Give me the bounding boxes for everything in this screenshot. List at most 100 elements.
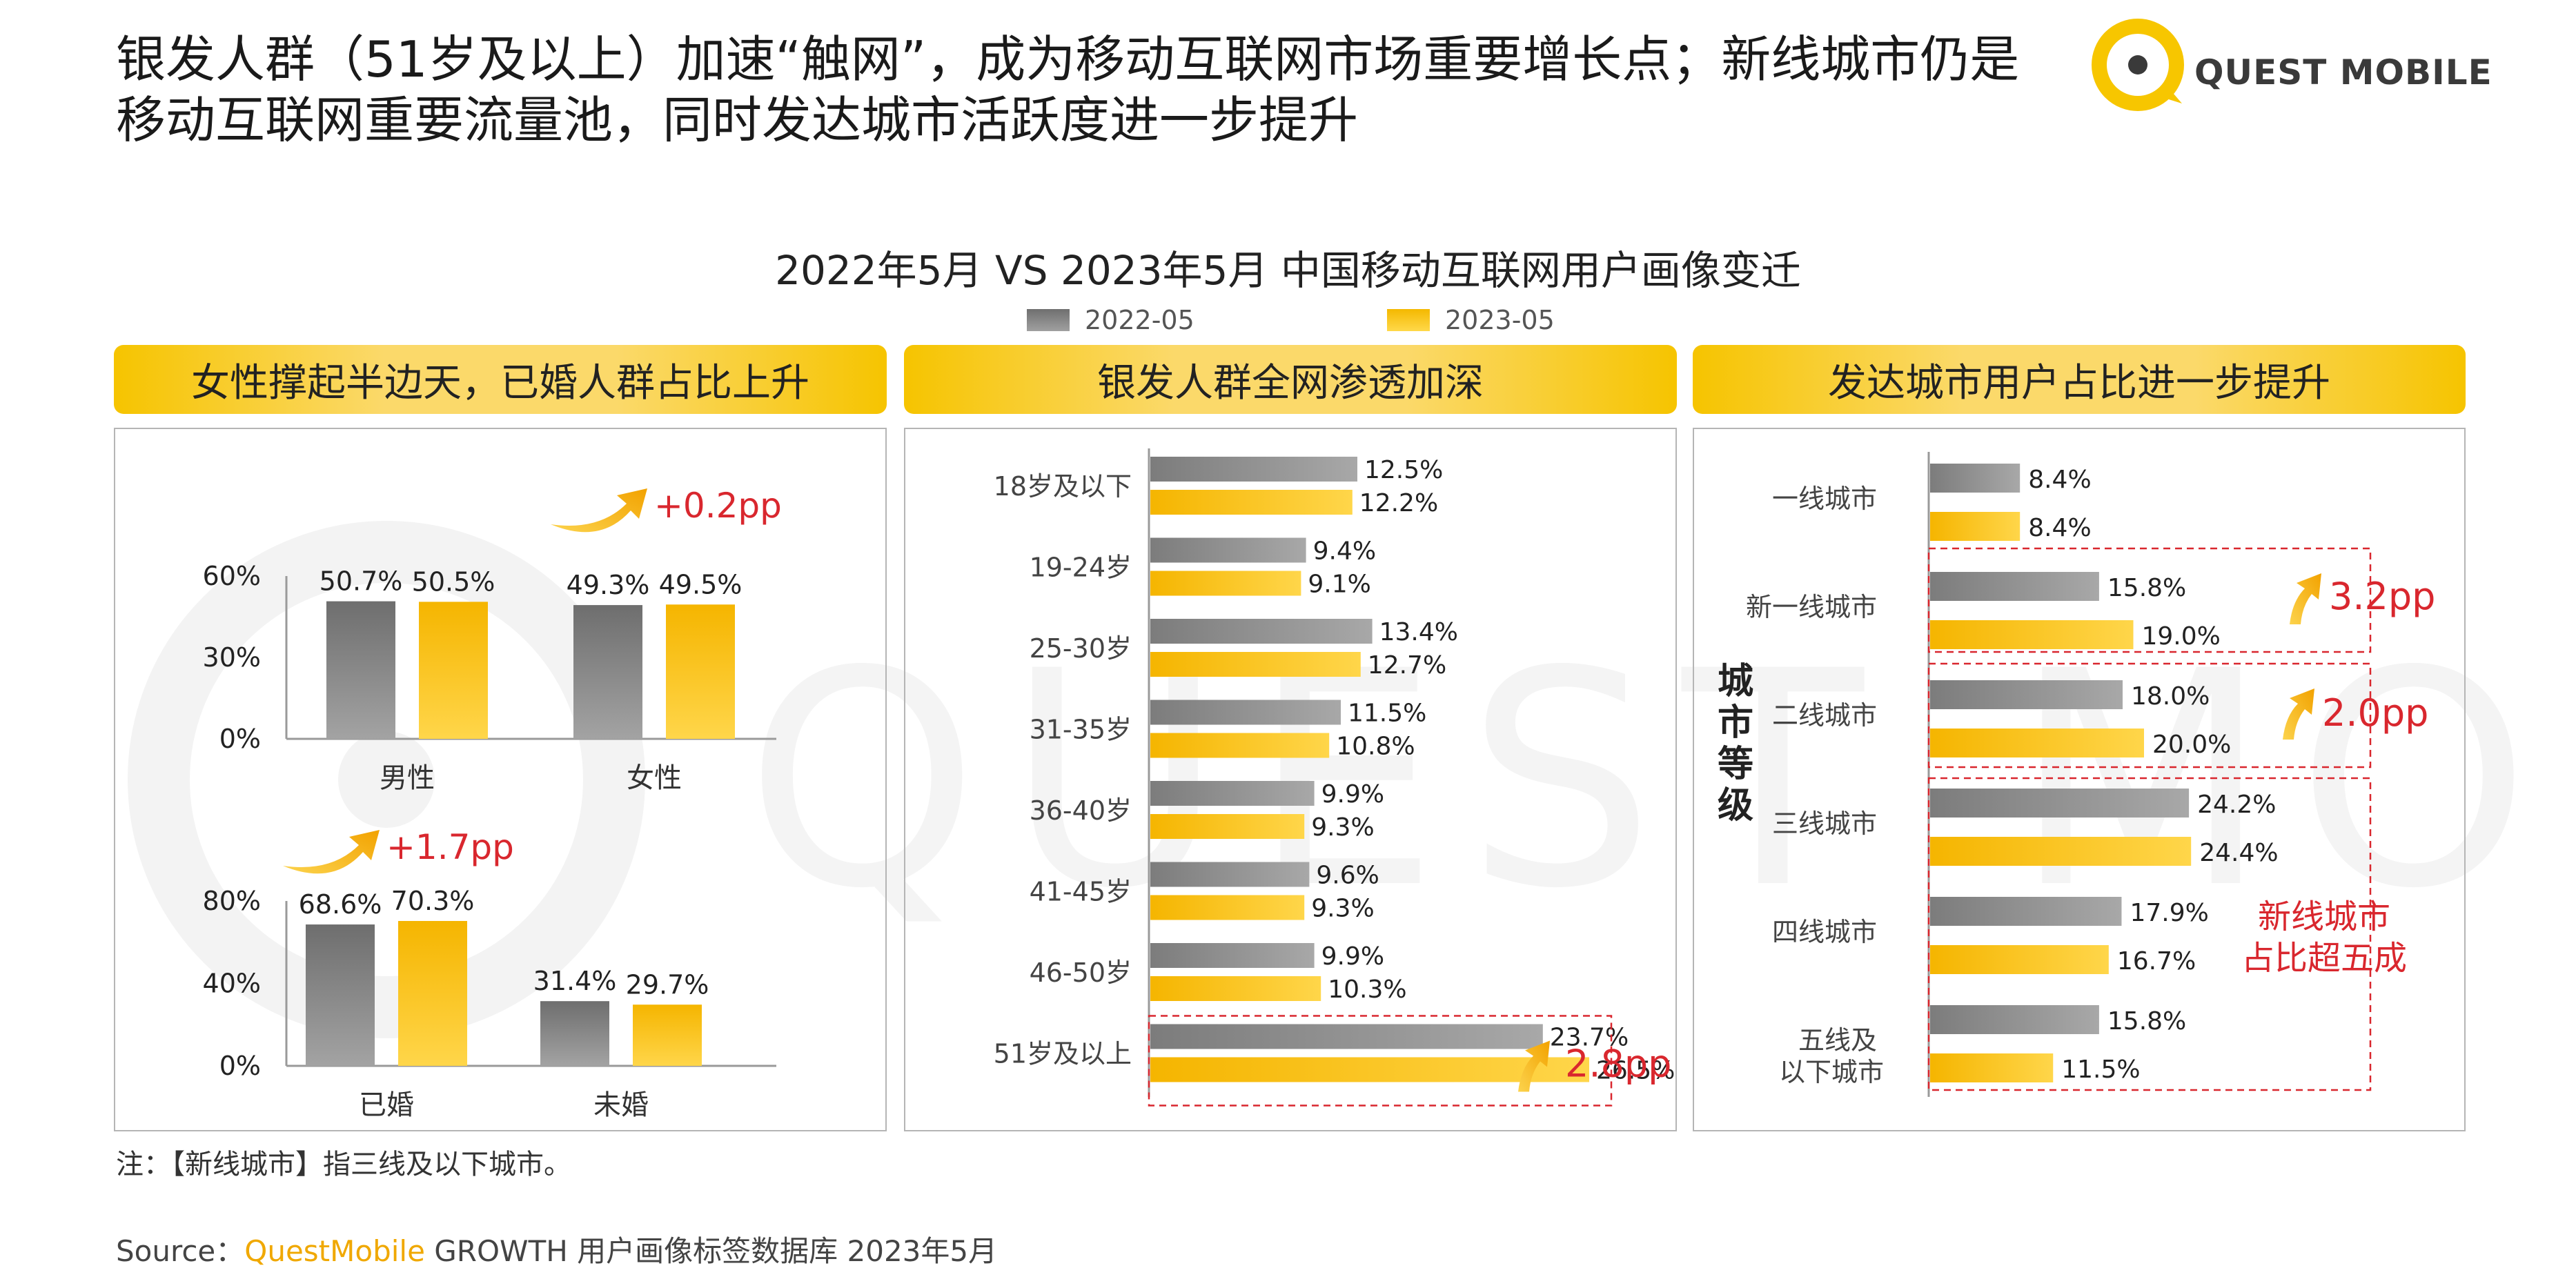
gender-chart-1-bar-2022-1 [573,605,642,739]
watermark-text: QUEST MOBILE [745,608,2576,953]
city-value-label: 24.2% [2197,791,2276,819]
city-annotation: 3.2pp [2329,575,2435,618]
city-value-label: 18.0% [2131,682,2210,711]
age-category-label: 36-40岁 [1030,795,1132,826]
age-value-label: 9.9% [1321,780,1384,809]
city-up-arrow-icon [2283,688,2314,740]
footnote: 注：【新线城市】指三线及以下城市。 [116,1149,571,1180]
city-bar-2022-5 [1930,1005,2099,1034]
age-category-label: 19-24岁 [1030,553,1132,583]
city-value-label: 15.8% [2107,1007,2186,1036]
source-line: Source：QuestMobile GROWTH 用户画像标签数据库 2023… [116,1228,997,1270]
age-bar-2023-3 [1150,733,1330,758]
age-category-label: 46-50岁 [1030,958,1132,988]
age-value-label: 12.7% [1368,651,1446,680]
city-value-label: 24.4% [2199,839,2278,867]
city-value-label: 19.0% [2142,622,2221,651]
panel-header-age: 银发人群全网渗透加深 [904,345,1677,414]
age-bar-2022-4 [1150,781,1315,806]
legend-swatch-2023 [1387,309,1430,331]
city-value-label: 15.8% [2107,574,2186,602]
gender-chart-1-category-label: 男性 [380,762,435,794]
city-axis-title-char: 等 [1718,744,1753,785]
gender-chart-2-bar-2022-0 [306,924,375,1066]
logo-wordmark: QUEST MOBILE [2194,52,2493,92]
city-callout-line1: 新线城市 [2258,898,2390,936]
city-category-label: 新一线城市 [1746,592,1877,622]
age-value-label: 9.3% [1311,813,1374,842]
source-prefix: Source： [116,1234,245,1268]
chart-title: 2022年5月 VS 2023年5月 中国移动互联网用户画像变迁 [775,247,1801,294]
city-highlight-box-tier2 [1927,662,2372,769]
panel-header-city: 发达城市用户占比进一步提升 [1693,345,2466,414]
age-annotation: 2.8pp [1565,1042,1671,1086]
gender-chart-1-value-label: 49.5% [659,569,743,600]
age-value-label: 13.4% [1379,618,1458,646]
page-headline: 银发人群（51岁及以上）加速“触网”，成为移动互联网市场重要增长点；新线城市仍是… [116,30,2020,149]
age-bar-2023-2 [1150,652,1361,677]
gender-chart-2-up-arrow-icon [283,830,380,874]
age-bar-2022-0 [1150,457,1357,482]
age-value-label: 9.3% [1311,895,1374,923]
age-up-arrow-icon [1518,1040,1550,1092]
gender-chart-1-up-arrow-icon [551,488,647,533]
gender-chart-1-annotation: +0.2pp [654,486,782,526]
gender-chart-1-value-label: 50.7% [319,566,403,597]
city-bar-2023-4 [1930,945,2109,974]
gender-chart-1-value-label: 49.3% [567,570,650,600]
city-highlight-box-newtier [1927,777,2372,1091]
city-value-label: 8.4% [2028,514,2091,542]
age-value-label: 9.4% [1313,537,1376,566]
city-callout-line2: 占比超五成 [2241,939,2407,978]
age-value-label: 11.5% [1348,700,1426,728]
gender-chart-2-y-tick: 40% [203,969,261,999]
gender-chart-1-bar-2023-0 [419,602,488,739]
age-bar-2023-0 [1150,490,1353,515]
city-category-label: 五线及 [1798,1025,1877,1056]
age-value-label: 23.7% [1550,1024,1629,1052]
city-bar-2023-3 [1930,837,2192,866]
age-category-label: 41-45岁 [1030,877,1132,907]
gender-chart-2-y-tick: 0% [219,1051,261,1081]
age-value-label: 26.5% [1596,1057,1675,1085]
panel-gender [114,428,887,1131]
city-value-label: 17.9% [2130,899,2208,927]
city-value-label: 11.5% [2061,1056,2140,1084]
city-annotation: 2.0pp [2322,691,2428,735]
age-value-label: 12.5% [1364,456,1443,484]
age-category-label: 51岁及以上 [994,1039,1132,1069]
gender-chart-1-y-tick: 60% [203,561,261,591]
gender-chart-2-value-label: 31.4% [533,966,617,996]
age-category-label: 31-35岁 [1030,715,1132,745]
age-value-label: 9.1% [1308,571,1370,599]
city-category-label: 四线城市 [1772,917,1877,947]
gender-chart-2-bar-2023-1 [633,1004,702,1066]
city-axis-title-char: 城 [1718,661,1753,702]
age-bar-2022-3 [1150,700,1341,725]
gender-chart-1-category-label: 女性 [627,762,682,794]
panel-header-gender: 女性撑起半边天，已婚人群占比上升 [114,345,887,414]
age-bar-2022-7 [1150,1024,1543,1049]
city-bar-2023-1 [1930,620,2134,649]
city-bar-2022-4 [1930,897,2122,926]
source-brand: QuestMobile [244,1234,425,1268]
city-bar-2022-3 [1930,789,2190,818]
age-category-label: 25-30岁 [1030,633,1132,664]
legend-item-2023: 2023-05 [1387,305,1555,335]
age-category-label: 18岁及以下 [994,471,1132,502]
city-value-label: 20.0% [2152,731,2231,759]
age-value-label: 9.9% [1321,942,1384,971]
city-up-arrow-icon [2290,573,2321,624]
age-bar-2022-2 [1150,619,1373,644]
city-bar-2023-0 [1930,512,2021,541]
gender-chart-1-bar-2023-1 [666,604,735,739]
gender-chart-2-value-label: 70.3% [391,886,475,916]
gender-chart-2-bar-2022-1 [540,1001,609,1066]
city-value-label: 8.4% [2028,466,2091,494]
logo-mark-icon [2092,19,2184,111]
age-bar-2023-1 [1150,571,1301,596]
city-bar-2022-2 [1930,680,2123,709]
city-value-label: 16.7% [2117,947,2196,975]
gender-chart-2-value-label: 29.7% [626,969,709,1000]
